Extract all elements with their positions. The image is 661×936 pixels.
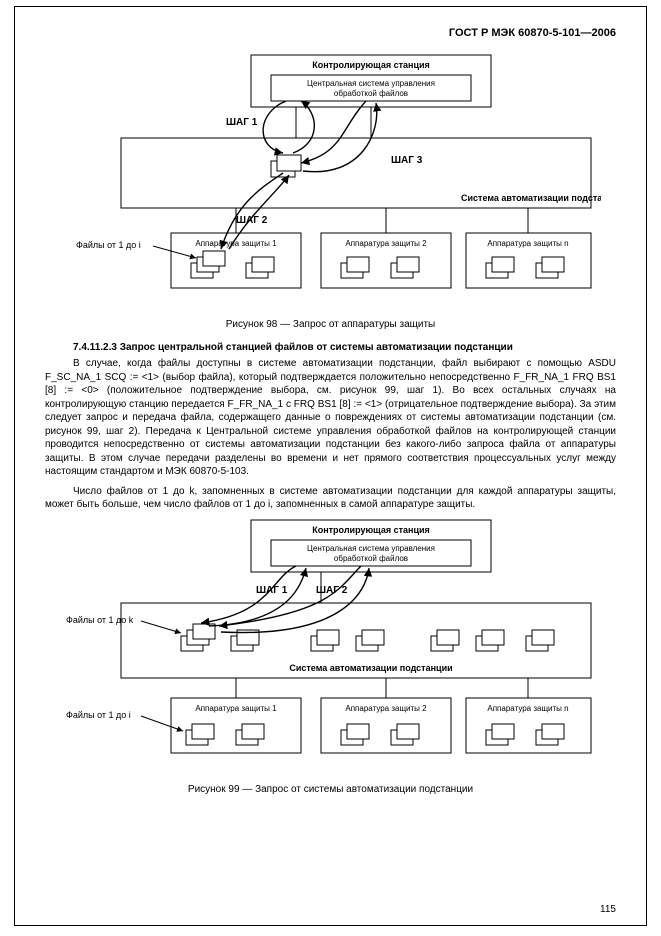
fig98-step3: ШАГ 3 (391, 155, 423, 166)
fig99-ctrl-station-label: Контролирующая станция (312, 525, 430, 535)
fig99-files-i: Файлы от 1 до i (66, 710, 131, 720)
fig98-step1: ШАГ 1 (226, 117, 258, 128)
document-header: ГОСТ Р МЭК 60870-5-101—2006 (45, 27, 616, 39)
figure-98-svg: Контролирующая станция Центральная систе… (61, 53, 601, 313)
svg-text:Аппаратура защиты n: Аппаратура защиты n (487, 239, 568, 248)
svg-text:обработкой файлов: обработкой файлов (333, 554, 407, 563)
svg-text:Аппаратура защиты 1: Аппаратура защиты 1 (195, 239, 277, 248)
fig98-substation: Система автоматизации подстанции (461, 193, 601, 203)
fig99-substation: Система автоматизации подстанции (289, 663, 452, 673)
section-title: 7.4.11.2.3 Запрос центральной станцией ф… (73, 342, 616, 353)
fig98-app1: Аппаратура защиты 1 (171, 233, 301, 288)
figure-98: Контролирующая станция Центральная систе… (45, 53, 616, 313)
paragraph-2: Число файлов от 1 до k, запомненных в си… (45, 485, 616, 512)
figure-98-caption: Рисунок 98 — Запрос от аппаратуры защиты (45, 319, 616, 330)
document-page: ГОСТ Р МЭК 60870-5-101—2006 Контролирующ… (14, 6, 647, 926)
fig98-ctrl-station-label: Контролирующая станция (312, 60, 430, 70)
fig98-appn: Аппаратура защиты n (466, 233, 591, 288)
svg-text:Аппаратура защиты 1: Аппаратура защиты 1 (195, 704, 277, 713)
fig99-step1: ШАГ 1 (256, 585, 288, 596)
fig98-central-line1: Центральная система управления (307, 79, 435, 88)
figure-99-caption: Рисунок 99 — Запрос от системы автоматиз… (45, 784, 616, 795)
page-number: 115 (600, 904, 616, 915)
svg-text:Аппаратура защиты 2: Аппаратура защиты 2 (345, 239, 427, 248)
fig99-files-k: Файлы от 1 до k (66, 615, 134, 625)
svg-text:Аппаратура защиты n: Аппаратура защиты n (487, 704, 568, 713)
fig98-files: Файлы от 1 до i (76, 240, 141, 250)
paragraph-1: В случае, когда файлы доступны в системе… (45, 357, 616, 479)
fig98-app2: Аппаратура защиты 2 (321, 233, 451, 288)
figure-99-svg: Контролирующая станция Центральная систе… (61, 518, 601, 778)
svg-text:Центральная система управления: Центральная система управления (307, 544, 435, 553)
figure-99: Контролирующая станция Центральная систе… (45, 518, 616, 778)
svg-text:Аппаратура защиты 2: Аппаратура защиты 2 (345, 704, 427, 713)
fig98-central-line2: обработкой файлов (333, 89, 407, 98)
